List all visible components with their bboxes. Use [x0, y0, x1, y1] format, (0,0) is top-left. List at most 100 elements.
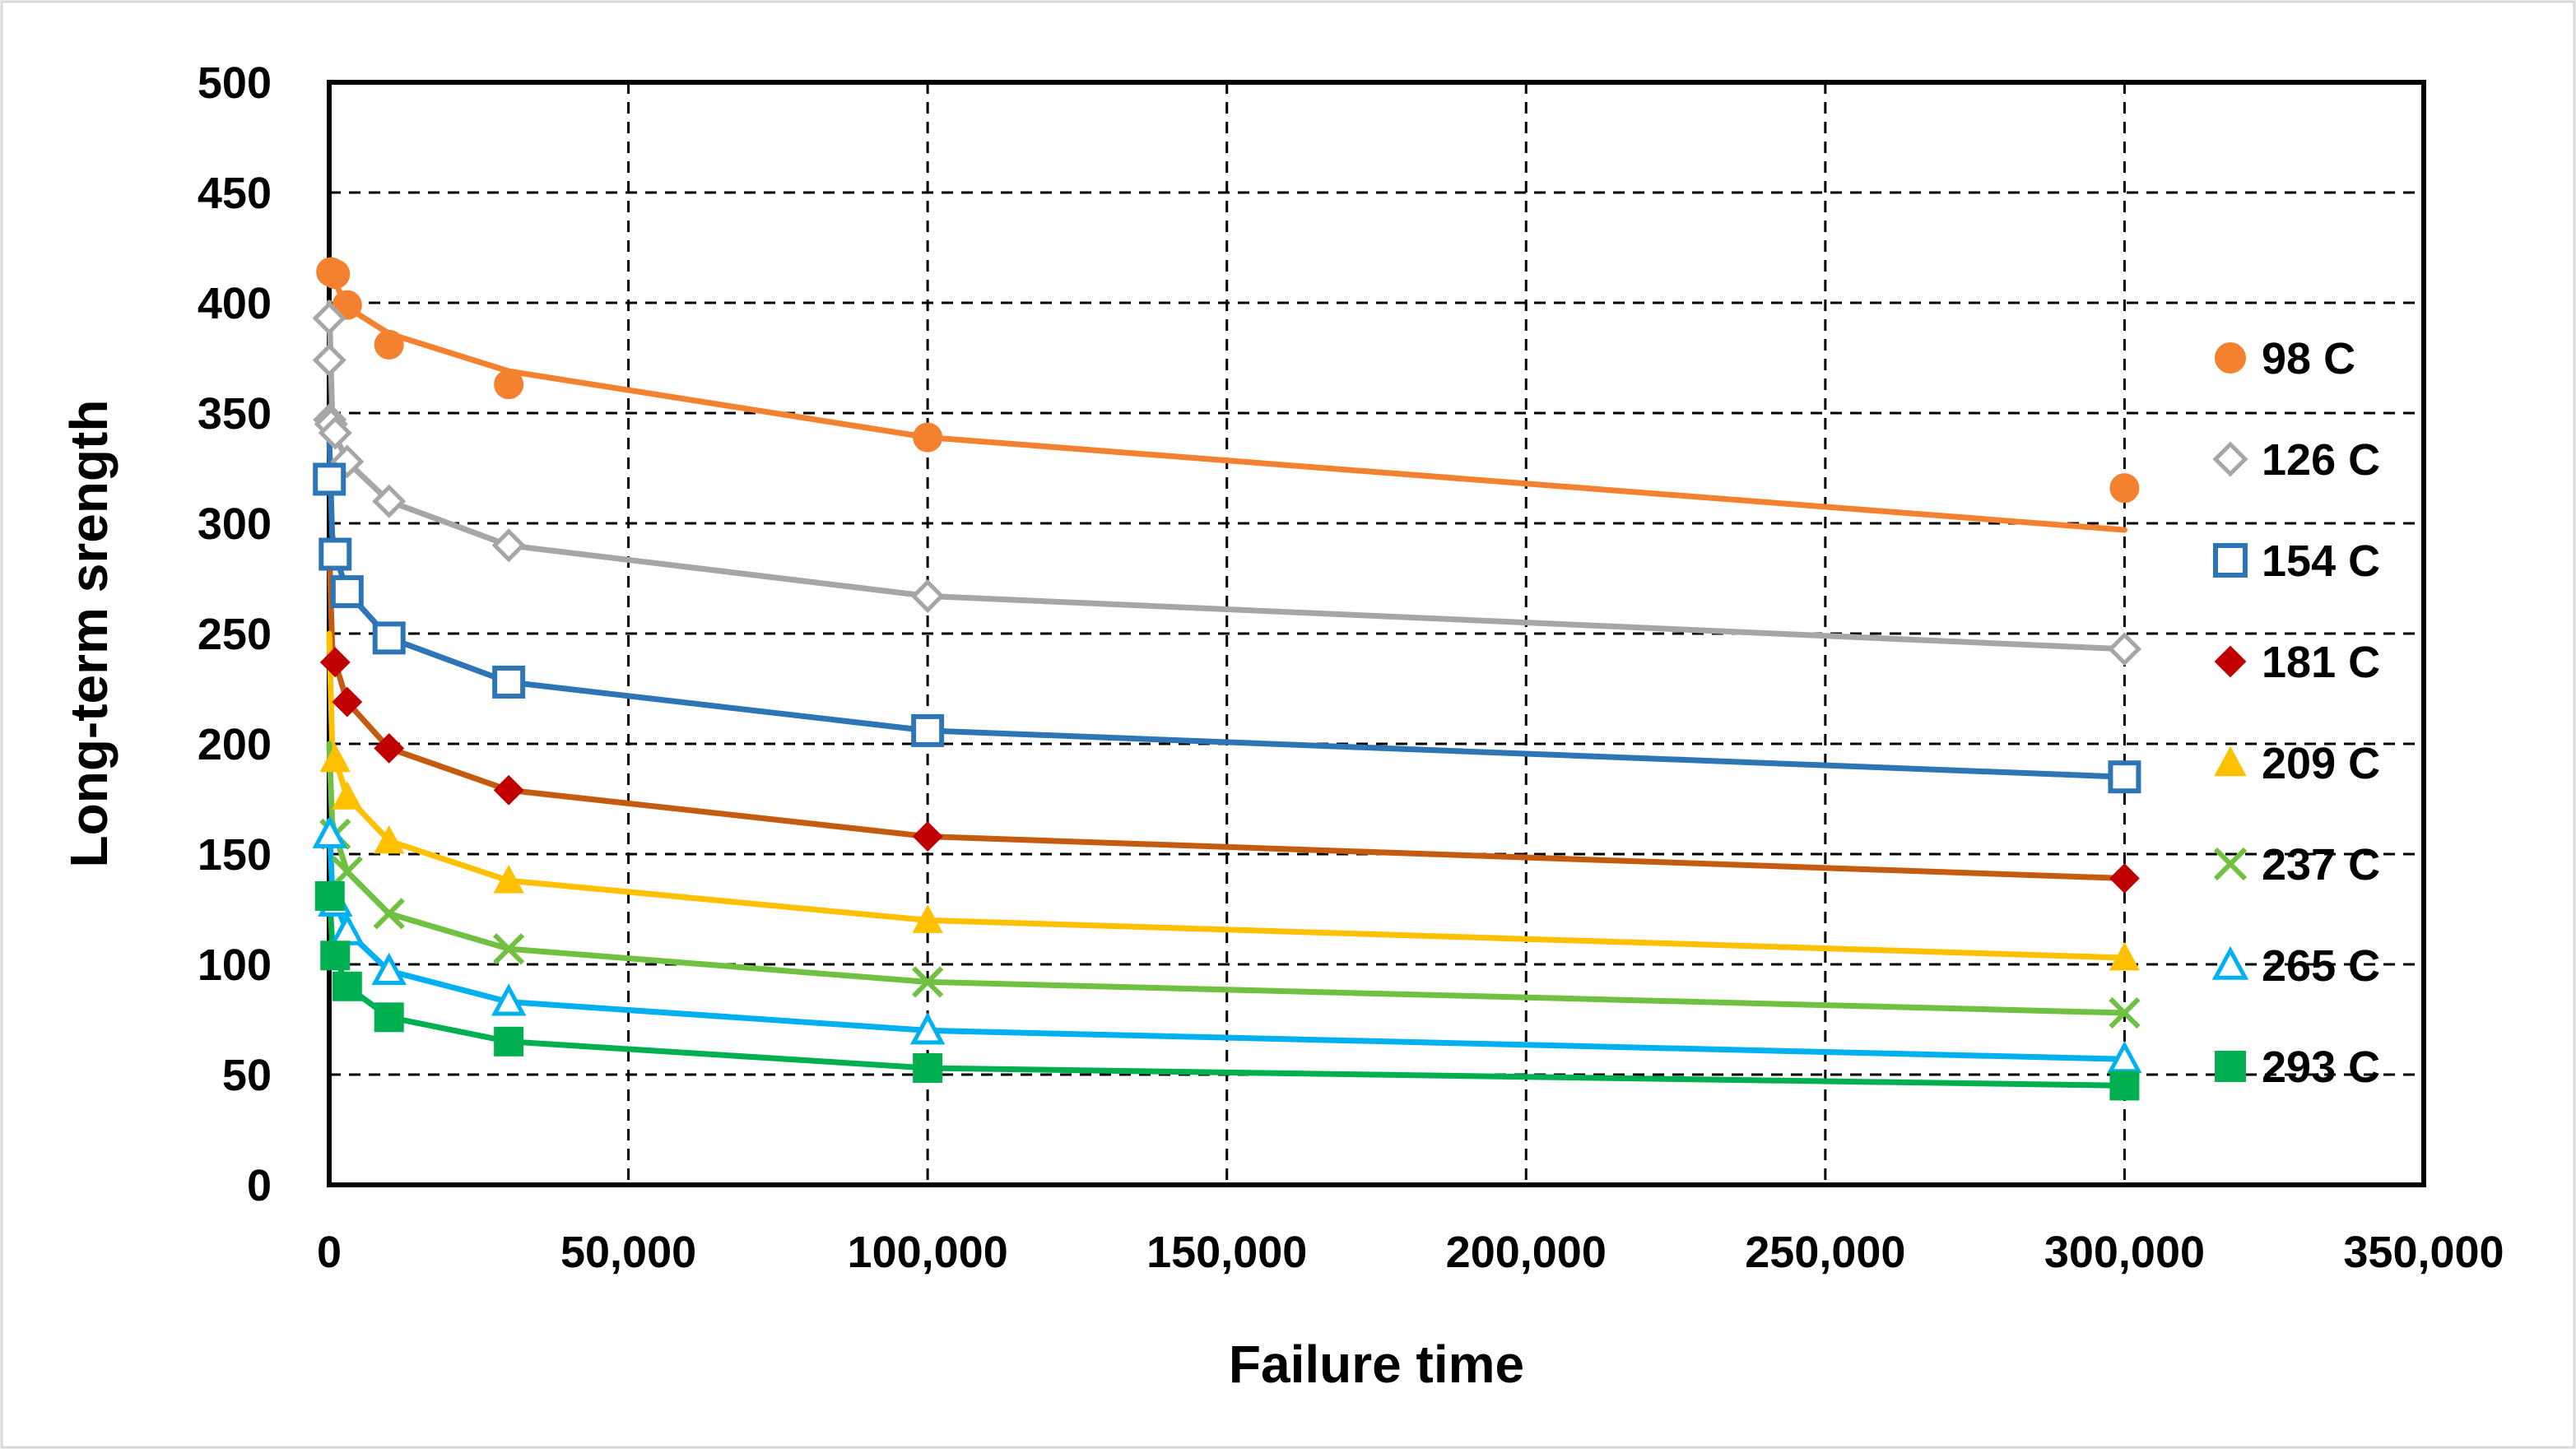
- data-point: [312, 343, 346, 378]
- legend-label: 181 C: [2262, 638, 2380, 687]
- data-point: [313, 462, 346, 496]
- data-point: [493, 933, 525, 965]
- data-point: [2109, 941, 2141, 971]
- y-axis-title: Long-term srength: [59, 400, 119, 868]
- legend-label: 293 C: [2262, 1043, 2380, 1092]
- data-markers: [312, 257, 2142, 1101]
- legend-marker: [2215, 342, 2246, 374]
- y-tick-label: 200: [198, 720, 272, 769]
- series-fit-line: [326, 432, 2127, 780]
- y-tick-label: 250: [198, 610, 272, 659]
- x-tick-label: 250,000: [1745, 1228, 1905, 1277]
- y-tick-label: 400: [198, 279, 272, 328]
- legend-item: 154 C: [2213, 536, 2380, 586]
- data-point: [332, 686, 363, 718]
- legend-label: 98 C: [2262, 334, 2355, 383]
- legend-label: 265 C: [2262, 941, 2380, 991]
- series-fit-line: [326, 630, 2127, 961]
- data-point: [491, 528, 526, 563]
- data-point: [494, 1026, 524, 1057]
- x-axis-title: Failure time: [1229, 1335, 1524, 1394]
- data-point: [374, 329, 404, 360]
- x-tick-label: 150,000: [1146, 1228, 1307, 1277]
- legend-marker: [2213, 543, 2248, 578]
- x-tick-label: 100,000: [848, 1228, 1008, 1277]
- x-tick-label: 200,000: [1446, 1228, 1607, 1277]
- data-point: [912, 904, 943, 933]
- data-point: [493, 865, 524, 894]
- data-point: [332, 971, 362, 1001]
- legend-item: 181 C: [2214, 638, 2380, 687]
- data-point: [331, 856, 363, 888]
- legend-marker: [2213, 847, 2248, 881]
- data-point: [494, 369, 524, 400]
- data-point: [332, 781, 363, 810]
- legend-label: 154 C: [2262, 536, 2380, 586]
- y-tick-label: 100: [198, 940, 272, 990]
- series-fit-line: [326, 542, 2127, 881]
- y-tick-label: 0: [247, 1161, 272, 1210]
- y-tick-label: 450: [198, 169, 272, 218]
- y-tick-label: 500: [198, 58, 272, 108]
- data-point: [913, 422, 943, 453]
- data-point: [372, 484, 407, 518]
- data-point: [374, 1002, 404, 1033]
- data-point: [312, 815, 347, 848]
- data-point: [2109, 996, 2141, 1029]
- y-tick-label: 50: [222, 1051, 272, 1100]
- data-point: [911, 713, 945, 747]
- legend-item: 126 C: [2212, 435, 2380, 485]
- legend-item: 237 C: [2213, 840, 2380, 889]
- legend-marker: [2212, 441, 2248, 477]
- legend-item: 209 C: [2214, 739, 2380, 788]
- legend-label: 209 C: [2262, 739, 2380, 788]
- data-point: [491, 983, 527, 1016]
- x-tick-label: 300,000: [2044, 1228, 2205, 1277]
- data-point: [319, 743, 351, 773]
- y-tick-label: 300: [198, 499, 272, 549]
- data-point: [318, 416, 352, 450]
- y-tick-label: 350: [198, 389, 272, 439]
- x-tick-label: 50,000: [560, 1228, 696, 1277]
- data-point: [2109, 863, 2140, 894]
- legend-marker: [2211, 945, 2249, 980]
- data-point: [372, 621, 406, 655]
- x-tick-label: 0: [317, 1228, 342, 1277]
- legend-item: 265 C: [2211, 941, 2380, 991]
- data-point: [2109, 473, 2140, 504]
- data-point: [314, 880, 345, 911]
- data-point: [492, 665, 526, 699]
- legend-label: 126 C: [2262, 435, 2380, 485]
- legend-item: 293 C: [2215, 1043, 2380, 1092]
- data-point: [320, 940, 351, 971]
- x-tick-label: 350,000: [2343, 1228, 2504, 1277]
- data-point: [912, 821, 943, 852]
- data-point: [374, 824, 405, 854]
- y-tick-label: 150: [198, 830, 272, 880]
- data-point: [910, 578, 945, 613]
- data-point: [371, 952, 407, 985]
- data-point: [912, 966, 944, 998]
- legend-label: 237 C: [2262, 840, 2380, 889]
- data-point: [319, 537, 352, 571]
- data-point: [2109, 1070, 2140, 1101]
- legend-marker: [2214, 645, 2247, 678]
- legend-item: 98 C: [2215, 334, 2355, 383]
- x-tick-labels: 0 50,000 100,000 150,000 200,000 250,000 300,0…: [317, 1228, 2504, 1277]
- data-point: [909, 1012, 946, 1045]
- data-point: [2108, 760, 2141, 794]
- data-point: [332, 290, 362, 320]
- legend: 98 C 126 C 154 C 181 C 209 C 237 C 265 C 293 C: [2211, 334, 2380, 1092]
- data-point: [312, 301, 346, 336]
- data-point: [374, 732, 405, 764]
- data-point: [2107, 632, 2141, 666]
- y-tick-labels: 0 50 100 150 200 250 300 350 400 450 500: [198, 58, 272, 1210]
- data-point: [373, 898, 405, 930]
- data-point: [319, 647, 351, 678]
- legend-marker: [2214, 745, 2247, 777]
- data-point: [493, 774, 524, 806]
- data-point: [913, 1052, 943, 1083]
